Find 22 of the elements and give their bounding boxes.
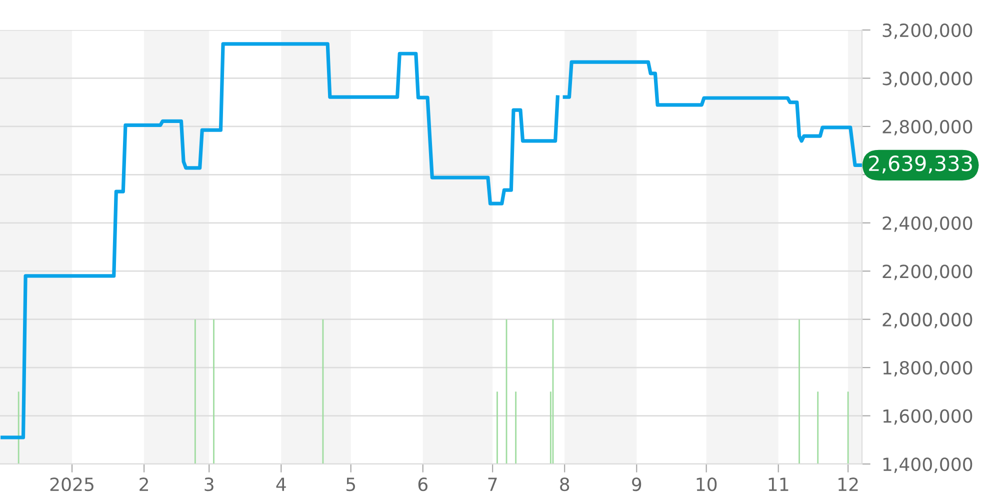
y-tick-label: 2,000,000 (882, 312, 972, 328)
x-tick-label: 7 (488, 478, 497, 491)
x-tick-label: 11 (768, 478, 788, 491)
y-tick-label: 3,000,000 (882, 72, 972, 88)
y-tick-label: 2,400,000 (882, 216, 972, 232)
y-tick-label: 2,200,000 (882, 264, 972, 280)
y-tick-label: 1,600,000 (883, 409, 972, 425)
x-tick-label: 6 (418, 478, 428, 492)
x-tick-label: 9 (632, 478, 642, 492)
x-tick-label: 10 (696, 478, 717, 492)
y-tick-label: 2,800,000 (882, 120, 972, 136)
x-tick-label: 2025 (50, 478, 94, 492)
x-tick-label: 2 (140, 478, 148, 491)
y-tick-label: 1,400,000 (883, 457, 972, 473)
x-tick-label: 5 (346, 478, 356, 492)
y-tick-label: 3,200,000 (882, 23, 972, 39)
x-tick-label: 4 (276, 478, 286, 491)
x-tick-label: 3 (204, 478, 214, 492)
x-tick-label: 12 (838, 478, 858, 491)
y-tick-label: 1,800,000 (883, 361, 972, 377)
x-tick-label: 8 (560, 478, 570, 492)
annotation: 2,639,333 (869, 155, 972, 174)
